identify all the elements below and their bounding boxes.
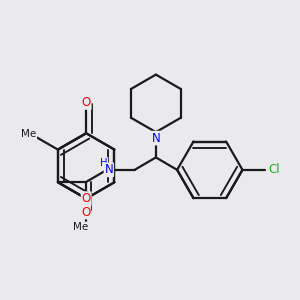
Text: N: N: [152, 132, 160, 145]
Text: O: O: [81, 206, 90, 218]
Text: Me: Me: [73, 222, 88, 233]
Text: O: O: [82, 192, 91, 205]
Text: N: N: [104, 163, 113, 176]
Text: H: H: [100, 158, 107, 168]
Text: Cl: Cl: [268, 163, 280, 176]
Text: O: O: [82, 96, 91, 109]
Text: Me: Me: [21, 129, 36, 139]
